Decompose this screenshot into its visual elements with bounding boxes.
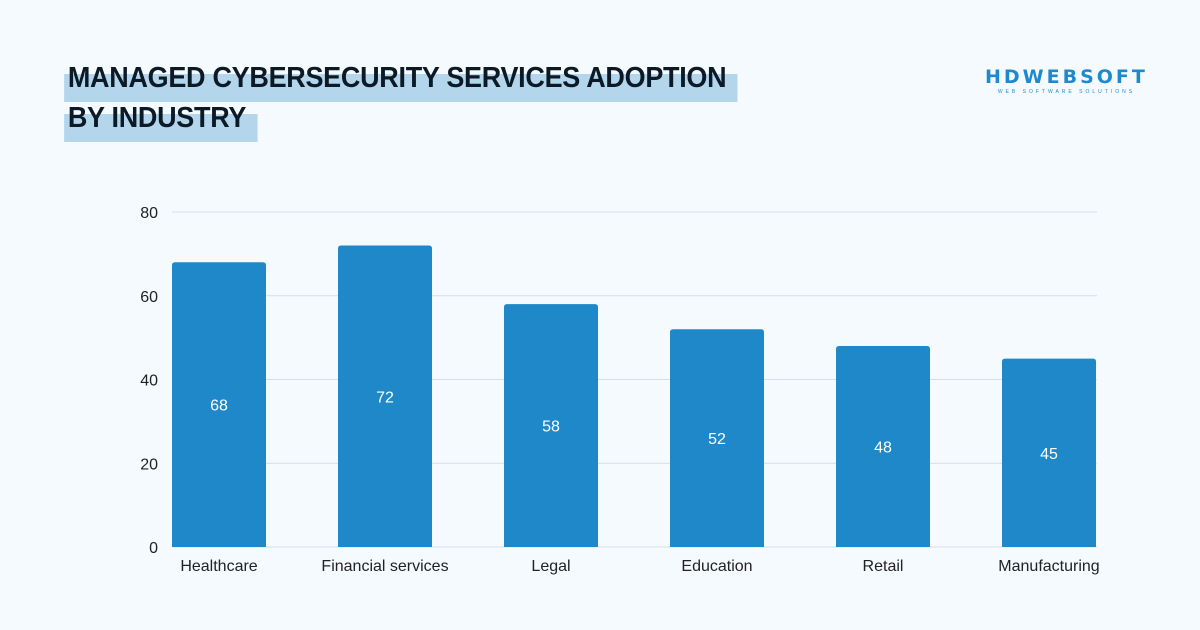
data-label: 58 [542,419,560,436]
y-tick-label: 80 [140,205,158,222]
x-tick-label: Retail [863,558,904,575]
chart-title-line-1: MANAGED CYBERSECURITY SERVICES ADOPTION [64,62,738,102]
y-tick-label: 0 [149,540,158,557]
bar-healthcare [172,262,266,547]
logo-tagline: WEB SOFTWARE SOLUTIONS [997,89,1136,95]
y-tick-label: 60 [140,289,158,306]
data-label: 68 [210,398,228,415]
bar-education [670,329,764,547]
y-tick-label: 40 [140,373,158,390]
bar-retail [836,346,930,547]
y-tick-label: 20 [140,456,158,473]
bar-legal [504,304,598,547]
logo-text: HDWEBSOFT [985,66,1148,88]
data-label: 52 [708,431,726,448]
x-tick-label: Education [681,558,752,575]
title-text: MANAGED CYBERSECURITY SERVICES ADOPTION [64,62,738,102]
x-tick-label: Manufacturing [998,558,1099,575]
hdwebsoft-logo: HDWEBSOFT WEB SOFTWARE SOLUTIONS [985,66,1148,95]
x-tick-label: Legal [531,558,570,575]
x-tick-label: Healthcare [180,558,257,575]
chart-title-line-2: BY INDUSTRY [64,102,257,142]
data-label: 45 [1040,446,1058,463]
bar-financial-services [338,245,432,547]
data-label: 48 [874,440,892,457]
x-tick-label: Financial services [321,558,448,575]
data-label: 72 [376,389,394,406]
title-text: BY INDUSTRY [64,102,257,142]
bar-manufacturing [1002,358,1096,547]
